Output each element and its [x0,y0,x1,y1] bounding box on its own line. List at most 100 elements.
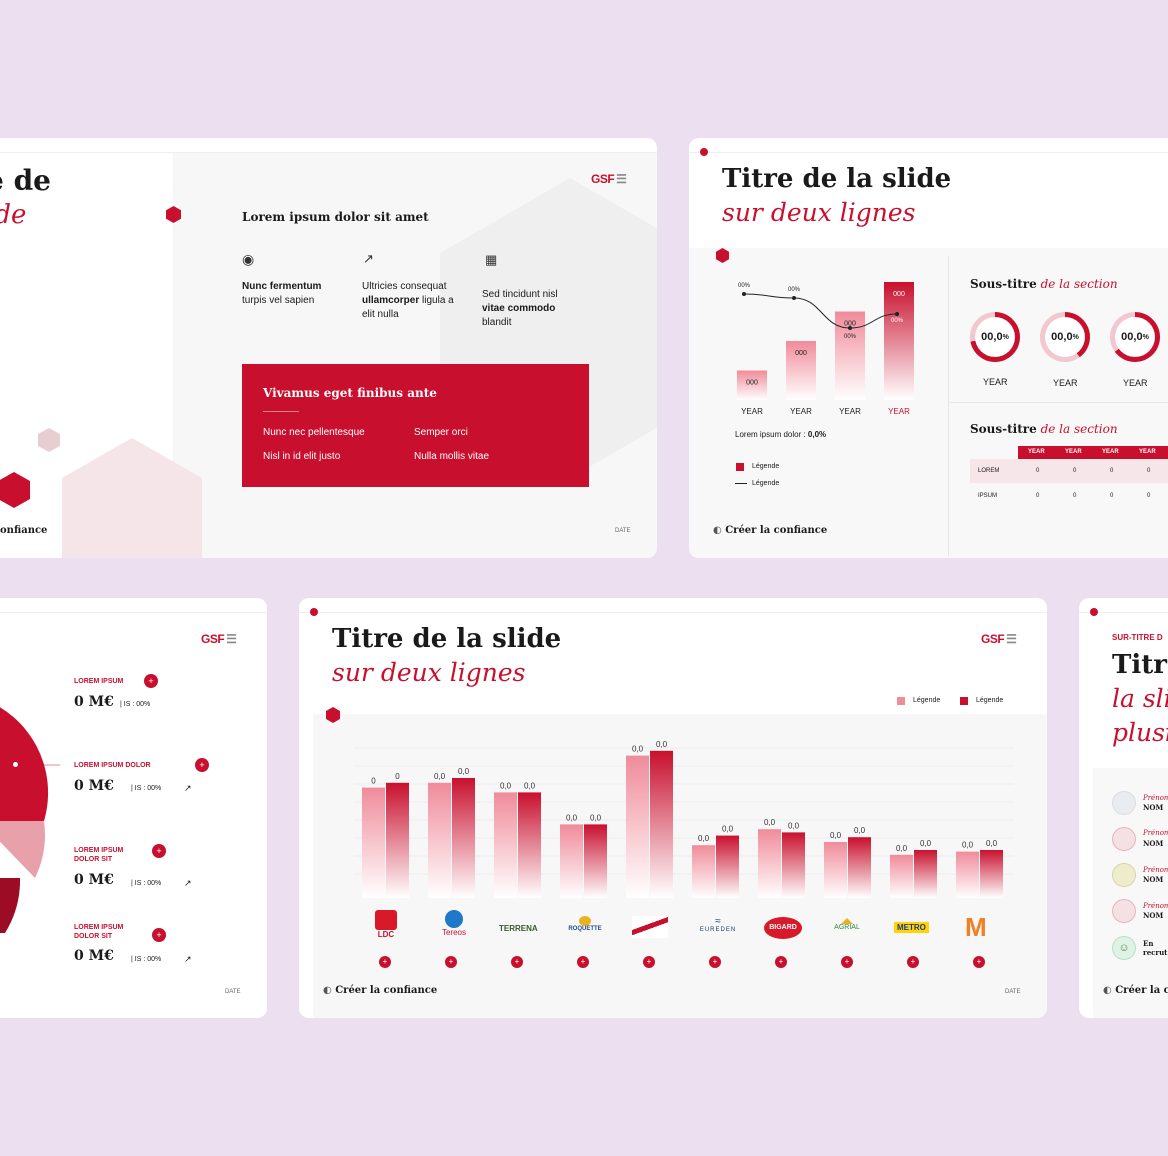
avatar-2 [1112,827,1136,851]
chart2-tick-label: YEAR [741,407,763,416]
person-5-last: recrut [1143,948,1168,957]
slide2-divider-v [948,256,949,556]
slide-card-2[interactable]: Titre de la slide sur deux lignes 000 YEA… [689,138,1168,558]
chart4-bar [494,792,517,898]
plus-button-3[interactable]: + [152,844,166,858]
avatar-1 [1112,791,1136,815]
slide2-title: Titre de la slide [722,164,952,194]
chart4-bar [650,750,673,898]
logo-m: M [965,912,987,942]
slide4-legend-label-1: Légende [913,697,941,704]
box-item-1: Nunc nec pellentesque [263,427,365,438]
slide1-footer: onfiance [0,525,48,536]
logo-metro: METRO [894,922,929,933]
slide2-red-hexagon [716,248,729,263]
logo-roquette: ROQUETTE [562,916,608,932]
chart4-bar [914,850,937,898]
slide4-footer: ◐ Créer la confiance [323,985,438,996]
arrow-icon-4[interactable]: ↗ [184,954,192,964]
chart2-line-point [742,292,746,296]
chart2-bar-label: 000 [746,380,758,387]
plus-button[interactable]: + [709,956,721,968]
plus-button-1[interactable]: + [144,674,158,688]
chart2-bar [737,370,767,400]
ring-year-3: YEAR [1123,378,1148,388]
chart2-line-label: 00% [891,318,904,324]
legend-bar-label: Légende [752,463,780,470]
chart2-bar [884,282,914,400]
kpi-value-1: 0 M€ [74,694,114,710]
plus-button[interactable]: + [841,956,853,968]
plus-button[interactable]: + [775,956,787,968]
plus-button-2[interactable]: + [195,758,209,772]
legend-line-swatch [735,483,747,484]
kpi-value-2: 0 M€ [74,778,114,794]
plus-button-4[interactable]: + [152,928,166,942]
slide4-legend-swatch-2 [960,697,968,705]
chart4-data-label: 0,0 [566,813,578,822]
plus-button[interactable]: + [907,956,919,968]
slide4-logo: GSF ☰ [981,632,1017,646]
logo-terrena: TERRENA [499,924,538,933]
slide1-subtitle: ide [0,200,27,230]
user-icon: ☺ [1112,936,1136,960]
table-row: LOREM 0 0 0 0 [970,459,1168,483]
table-header: YEAR YEAR YEAR YEAR [1018,446,1168,459]
person-3-first: Prénom [1143,866,1168,874]
chart4-bar [560,824,583,898]
chart4-data-label: 0,0 [986,839,998,848]
slide-card-5[interactable]: SUR-TITRE D Titr la sli plusi Prénom NOM… [1079,598,1168,1018]
chart2-tick-label: YEAR [888,407,910,416]
chart2-bar-label: 000 [893,291,905,298]
feature-3: Sed tincidunt nisl vitae commodo blandit [482,289,558,328]
plus-button[interactable]: + [643,956,655,968]
slide2-gray-band [689,248,1168,558]
slide-card-1[interactable]: e de ide GSF☰ Lorem ipsum dolor sit amet… [0,138,657,558]
slide5-footer: ◐ Créer la c [1103,985,1168,996]
plus-button[interactable]: + [577,956,589,968]
chart4-data-label: 0,0 [920,839,932,848]
slide4-date: DATE [1005,989,1021,995]
kpi-is-4: | IS : 00% [131,956,162,963]
chart4-bar [386,782,409,898]
slide5-subtitle-1: la sli [1112,684,1168,713]
chart4-bar [782,832,805,898]
chart4-data-label: 0,0 [500,781,512,790]
slide4-legend-swatch-1 [897,697,905,705]
slide4-legend-label-2: Légende [976,697,1004,704]
ring-2: 00,0% [1040,312,1090,362]
arrow-icon-2[interactable]: ↗ [184,783,192,793]
slide1-pink-hexagon [38,428,60,452]
box-divider [263,411,299,412]
chart4-bar [758,829,781,898]
slide-card-4[interactable]: Titre de la slide sur deux lignes GSF ☰ L… [299,598,1047,1018]
plus-button[interactable]: + [511,956,523,968]
plus-button[interactable]: + [379,956,391,968]
slide1-date: DATE [615,528,631,534]
chart4-bar [848,837,871,898]
section1-title: Sous-titre de la section [970,277,1118,291]
radial-center-dot [13,762,18,767]
slide4-red-hexagon [326,707,340,723]
chart2-bar-label: 000 [795,350,807,357]
legend-line-label: Légende [752,480,780,487]
legend-bar-swatch [736,463,744,471]
person-4-last: NOM [1143,911,1164,920]
plus-button[interactable]: + [445,956,457,968]
slide5-corner-dot [1090,608,1098,616]
plus-button[interactable]: + [973,956,985,968]
slide2-top-line [689,152,1168,153]
slide2-bar-chart: 000 YEAR 000 YEAR 000 YEAR 000 YEAR 00% 00% 00% 00% [737,282,914,416]
chart2-line-label: 00% [738,283,751,289]
eye-icon: ◉ [242,251,255,267]
chart2-line-label: 00% [844,334,857,340]
kpi-is-1: | IS : 00% [120,701,151,708]
box-item-3: Nisl in id elit justo [263,451,341,462]
slide-card-3[interactable]: GSF ☰ LOREM IPSUM + 0 M€ | IS : 00% LOREM… [0,598,267,1018]
logo-agrial: AGRIAL [829,918,865,931]
chart2-line-point [792,296,796,300]
box-item-2: Semper orci [414,427,468,438]
ring-1: 00,0% [970,312,1020,362]
avatar-4 [1112,899,1136,923]
arrow-icon-3[interactable]: ↗ [184,878,192,888]
